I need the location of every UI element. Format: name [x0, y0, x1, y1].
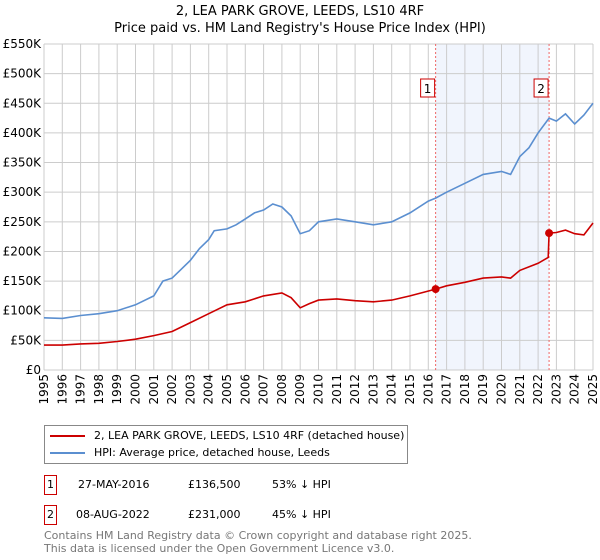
x-tick-label: 2017 — [440, 374, 454, 405]
y-tick-label: £0 — [26, 363, 41, 377]
x-tick-label: 2002 — [165, 374, 179, 405]
chart-title: 2, LEA PARK GROVE, LEEDS, LS10 4RF — [175, 4, 425, 19]
sale-hpi: 45% ↓ HPI — [272, 508, 331, 521]
y-tick-label: £450K — [3, 96, 43, 110]
x-tick-label: 2007 — [257, 374, 271, 405]
x-tick-label: 2024 — [568, 374, 582, 405]
x-tick-label: 2021 — [513, 374, 527, 405]
sale-price: £231,000 — [188, 508, 241, 521]
footer: Contains HM Land Registry data © Crown c… — [44, 529, 472, 555]
x-tick-label: 1996 — [55, 374, 69, 405]
y-tick-label: £500K — [3, 67, 43, 81]
x-tick-label: 2023 — [549, 374, 563, 405]
x-tick-label: 2001 — [147, 374, 161, 405]
sale-marker: 1 — [44, 475, 57, 495]
x-tick-label: 2010 — [312, 374, 326, 405]
x-tick-label: 2004 — [202, 374, 216, 405]
x-tick-label: 2019 — [476, 374, 490, 405]
legend: 2, LEA PARK GROVE, LEEDS, LS10 4RF (deta… — [44, 425, 408, 464]
sale-hpi: 53% ↓ HPI — [272, 478, 331, 491]
y-tick-label: £550K — [3, 37, 43, 51]
legend-property-label: 2, LEA PARK GROVE, LEEDS, LS10 4RF (deta… — [94, 429, 405, 442]
legend-hpi-label: HPI: Average price, detached house, Leed… — [94, 446, 330, 459]
y-tick-label: £350K — [3, 156, 43, 170]
x-tick-label: 2015 — [403, 374, 417, 405]
legend-blue-line — [50, 452, 85, 454]
sale-point — [431, 285, 440, 294]
sale-period-shading — [435, 44, 550, 370]
x-tick-label: 1995 — [37, 374, 51, 405]
x-tick-label: 2008 — [275, 374, 289, 405]
x-tick-label: 2013 — [366, 374, 380, 405]
x-tick-label: 1998 — [92, 374, 106, 405]
x-tick-label: 2020 — [495, 374, 509, 405]
y-tick-label: £150K — [3, 274, 43, 288]
x-tick-label: 2022 — [531, 374, 545, 405]
x-tick-label: 2018 — [458, 374, 472, 405]
sale-date: 08-AUG-2022 — [76, 508, 150, 521]
annotation-label: 2 — [537, 82, 545, 96]
series-line — [43, 102, 594, 320]
x-tick-label: 1999 — [110, 374, 124, 405]
x-tick-label: 2012 — [348, 374, 362, 405]
chart-subtitle: Price paid vs. HM Land Registry's House … — [114, 21, 486, 36]
annotation-box — [533, 78, 549, 98]
x-tick-label: 2016 — [421, 374, 435, 405]
legend-red-line — [50, 435, 85, 437]
x-tick-label: 2011 — [330, 374, 344, 405]
sale-date: 27-MAY-2016 — [78, 478, 150, 491]
sale-price: £136,500 — [188, 478, 241, 491]
x-tick-label: 2006 — [238, 374, 252, 405]
sale-point — [545, 229, 554, 238]
x-tick-label: 2005 — [220, 374, 234, 405]
y-tick-label: £50K — [10, 333, 42, 347]
y-tick-label: £100K — [3, 304, 43, 318]
price-chart: 1995 1996 1997 1998 1999 2000 2001 2002 2003 2004… — [3, 37, 600, 405]
x-tick-label: 2003 — [183, 374, 197, 405]
x-tick-label: 2009 — [293, 374, 307, 405]
x-tick-label: 2000 — [129, 374, 143, 405]
x-tick-label: 1997 — [74, 374, 88, 405]
sale-marker: 2 — [44, 505, 57, 525]
annotation-label: 1 — [424, 82, 432, 96]
y-tick-label: £300K — [3, 185, 43, 199]
y-tick-label: £400K — [3, 126, 43, 140]
annotation-box — [420, 78, 436, 98]
x-tick-label: 2014 — [385, 374, 399, 405]
series-line — [44, 222, 594, 346]
footer-line-1: Contains HM Land Registry data © Crown c… — [44, 529, 472, 542]
footer-line-2: This data is licensed under the Open Gov… — [44, 542, 395, 555]
x-tick-label: 2025 — [586, 374, 600, 405]
y-tick-label: £200K — [3, 244, 43, 258]
y-tick-label: £250K — [3, 215, 43, 229]
